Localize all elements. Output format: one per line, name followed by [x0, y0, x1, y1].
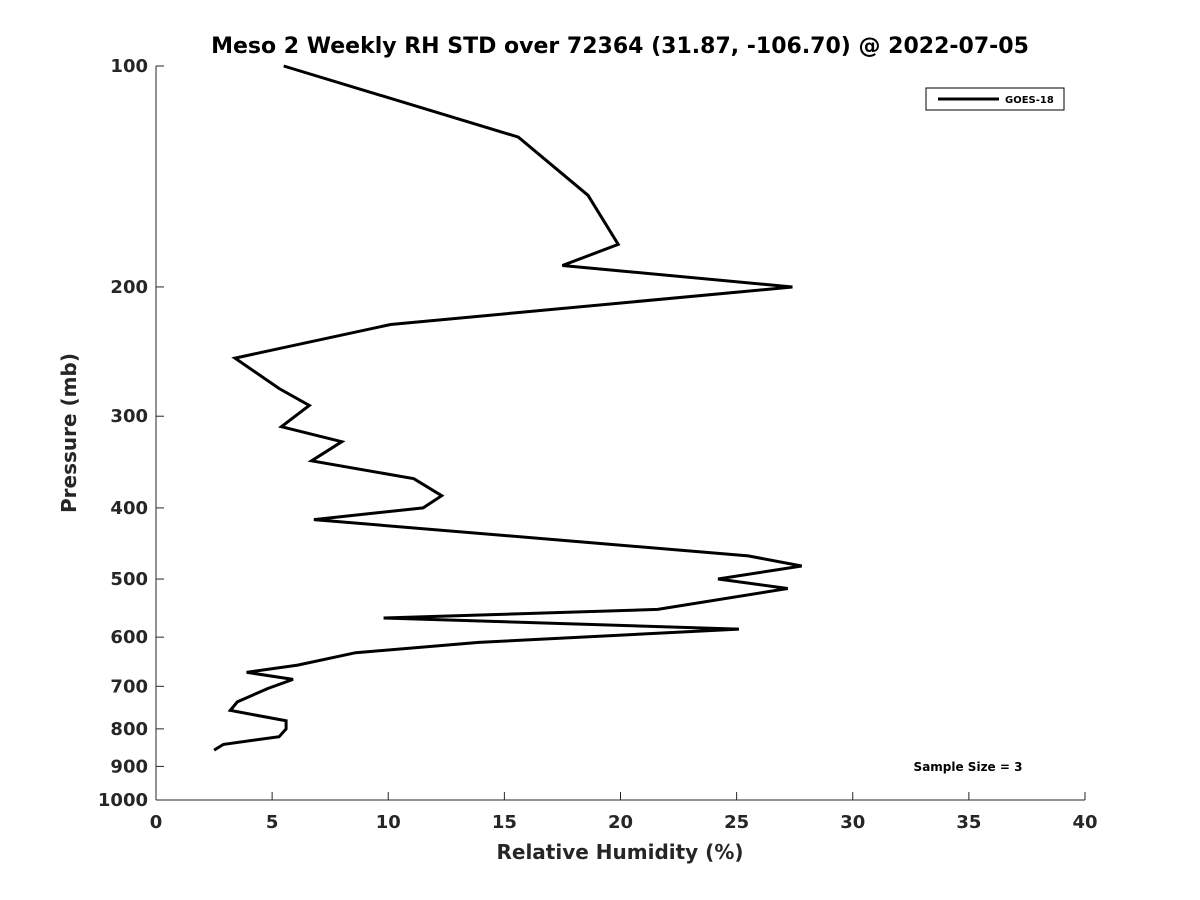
x-tick-label: 30	[840, 812, 865, 833]
y-tick-label: 200	[110, 277, 148, 298]
y-tick-label: 400	[110, 498, 148, 519]
y-tick-label: 300	[110, 406, 148, 427]
x-axis-ticks: 0 5 10 15 20 25 30 35 40	[150, 792, 1098, 833]
x-tick-label: 5	[266, 812, 279, 833]
legend-label-goes-18: GOES-18	[1005, 95, 1054, 106]
y-tick-label: 800	[110, 719, 148, 740]
x-tick-label: 10	[376, 812, 401, 833]
y-tick-label: 600	[110, 627, 148, 648]
x-tick-label: 15	[492, 812, 517, 833]
x-tick-label: 20	[608, 812, 633, 833]
x-tick-label: 35	[956, 812, 981, 833]
chart-title: Meso 2 Weekly RH STD over 72364 (31.87, …	[211, 34, 1029, 59]
legend: GOES-18	[925, 87, 1065, 111]
sample-size-annotation: Sample Size = 3	[914, 760, 1023, 774]
y-tick-label: 700	[110, 676, 148, 697]
y-axis-ticks: 100 200 300 400 500 600 700 800 900 1000	[98, 56, 164, 811]
y-tick-label: 500	[110, 569, 148, 590]
y-axis-label: Pressure (mb)	[57, 353, 81, 513]
plot-area	[155, 66, 1085, 801]
x-tick-label: 0	[150, 812, 163, 833]
x-tick-label: 25	[724, 812, 749, 833]
series-line-goes-18	[213, 64, 802, 752]
y-tick-label: 100	[110, 56, 148, 77]
x-axis-label: Relative Humidity (%)	[496, 840, 743, 864]
x-tick-label: 40	[1072, 812, 1097, 833]
y-tick-label: 1000	[98, 790, 148, 811]
y-tick-label: 900	[110, 756, 148, 777]
